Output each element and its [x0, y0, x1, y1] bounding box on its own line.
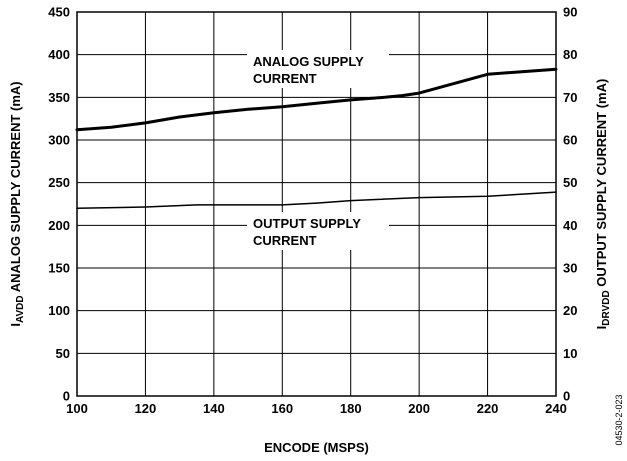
left-y-tick-label: 250: [48, 175, 70, 190]
annotation-label: CURRENT: [253, 71, 317, 86]
left-y-tick-label: 300: [48, 133, 70, 148]
left-y-tick-label: 50: [56, 346, 70, 361]
right-y-axis-label: IDRVDD OUTPUT SUPPLY CURRENT (mA): [594, 79, 612, 330]
left-y-tick-label: 0: [63, 389, 70, 404]
x-tick-label: 240: [545, 401, 567, 416]
right-y-axis-label-main: I: [594, 326, 609, 330]
left-y-axis-label-subscript: AVDD: [15, 295, 26, 323]
right-y-tick-label: 30: [563, 261, 577, 276]
right-y-tick-label: 90: [563, 5, 577, 20]
right-y-tick-label: 60: [563, 133, 577, 148]
left-y-tick-label: 400: [48, 47, 70, 62]
right-y-tick-label: 40: [563, 218, 577, 233]
right-y-tick-label: 70: [563, 90, 577, 105]
right-y-axis-label-rest: OUTPUT SUPPLY CURRENT (mA): [594, 79, 609, 291]
right-y-tick-label: 10: [563, 346, 577, 361]
left-y-axis-label-main: I: [8, 323, 23, 327]
right-y-tick-label: 20: [563, 303, 577, 318]
x-tick-label: 120: [135, 401, 157, 416]
left-y-axis-label-rest: ANALOG SUPPLY CURRENT (mA): [8, 81, 23, 295]
x-tick-label: 200: [408, 401, 430, 416]
annotation-background: [247, 50, 389, 88]
x-tick-label: 180: [340, 401, 362, 416]
series-layer: [75, 67, 558, 210]
figure-id: 04530-2-023: [614, 394, 624, 445]
right-y-axis-label-subscript: DRVDD: [601, 290, 612, 325]
right-y-tick-label: 0: [563, 389, 570, 404]
annotations-layer: ANALOG SUPPLY CURRENT OUTPUT SUPPLY CURRENT: [247, 50, 389, 250]
plot-frame: [76, 11, 557, 397]
tick-labels: 100 120 140 160 180 200 220 2400501001502002503…: [48, 5, 577, 417]
series-line-analog-supply-current: [75, 67, 558, 132]
left-y-tick-label: 100: [48, 303, 70, 318]
right-y-tick-label: 80: [563, 47, 577, 62]
left-y-tick-label: 450: [48, 5, 70, 20]
annotation-label: ANALOG SUPPLY: [253, 54, 364, 69]
left-y-tick-label: 150: [48, 261, 70, 276]
annotation-background: [247, 212, 389, 250]
left-y-tick-label: 350: [48, 90, 70, 105]
x-tick-label: 140: [203, 401, 225, 416]
annotation-label: OUTPUT SUPPLY: [253, 216, 361, 231]
x-tick-label: 160: [271, 401, 293, 416]
annotation-label: CURRENT: [253, 233, 317, 248]
series-line-output-supply-current: [76, 191, 557, 210]
x-tick-label: 100: [66, 401, 88, 416]
x-axis-label: ENCODE (MSPS): [264, 440, 369, 455]
right-y-tick-label: 50: [563, 175, 577, 190]
x-tick-label: 220: [477, 401, 499, 416]
left-y-tick-label: 200: [48, 218, 70, 233]
left-y-axis-label: IAVDD ANALOG SUPPLY CURRENT (mA): [8, 81, 26, 326]
